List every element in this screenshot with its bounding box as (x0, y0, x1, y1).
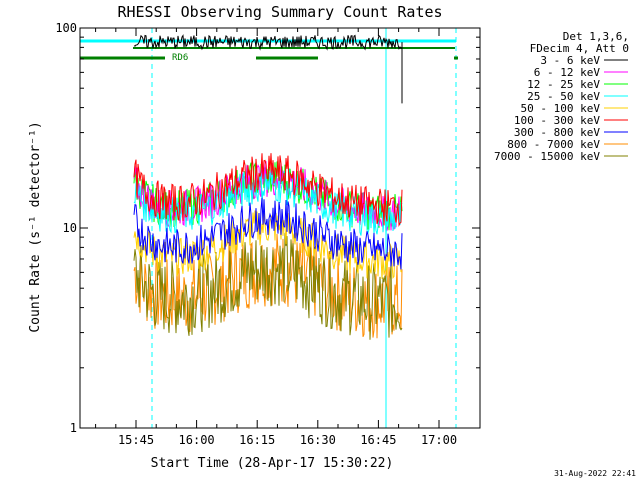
y-tick-label: 1 (70, 421, 77, 435)
legend-header-line1: Det 1,3,6, (563, 30, 629, 43)
legend-label-4: 50 - 100 keV (521, 102, 601, 115)
series-line-6 (133, 197, 403, 270)
x-tick-label: 16:00 (179, 433, 215, 447)
y-tick-label: 10 (63, 221, 77, 235)
x-tick-label: 16:15 (239, 433, 275, 447)
series-line-0 (133, 34, 403, 51)
y-tick-label: 100 (55, 21, 77, 35)
y-axis-label: Count Rate (s⁻¹ detector⁻¹) (28, 121, 43, 332)
legend-label-0: 3 - 6 keV (540, 54, 600, 67)
annotation-rd6: RD6 (172, 53, 188, 63)
legend-label-6: 300 - 800 keV (514, 126, 600, 139)
x-tick-label: 15:45 (118, 433, 154, 447)
series-line-8 (133, 232, 403, 340)
series-line-2 (133, 161, 403, 231)
series-line-4 (133, 210, 403, 280)
chart-title: RHESSI Observing Summary Count Rates (117, 3, 442, 21)
legend-label-8: 7000 - 15000 keV (494, 150, 600, 163)
footer-timestamp: 31-Aug-2022 22:41 (554, 469, 636, 478)
axes: 1 10 100 15:45 16:00 16:15 16:30 16:45 17:00 (55, 21, 481, 447)
legend-label-3: 25 - 50 keV (527, 90, 600, 103)
series-line-5 (133, 153, 403, 228)
plot-area: RD6 (79, 28, 458, 428)
x-tick-label: 16:45 (360, 433, 396, 447)
x-axis-label: Start Time (28-Apr-17 15:30:22) (151, 456, 394, 471)
x-tick-label: 16:30 (300, 433, 336, 447)
legend-label-5: 100 - 300 keV (514, 114, 600, 127)
legend-label-2: 12 - 25 keV (527, 78, 600, 91)
legend-label-1: 6 - 12 keV (534, 66, 601, 79)
legend-header-line2: FDecim 4, Att 0 (530, 42, 629, 55)
x-tick-label: 17:00 (421, 433, 457, 447)
legend-label-7: 800 - 7000 keV (507, 138, 600, 151)
